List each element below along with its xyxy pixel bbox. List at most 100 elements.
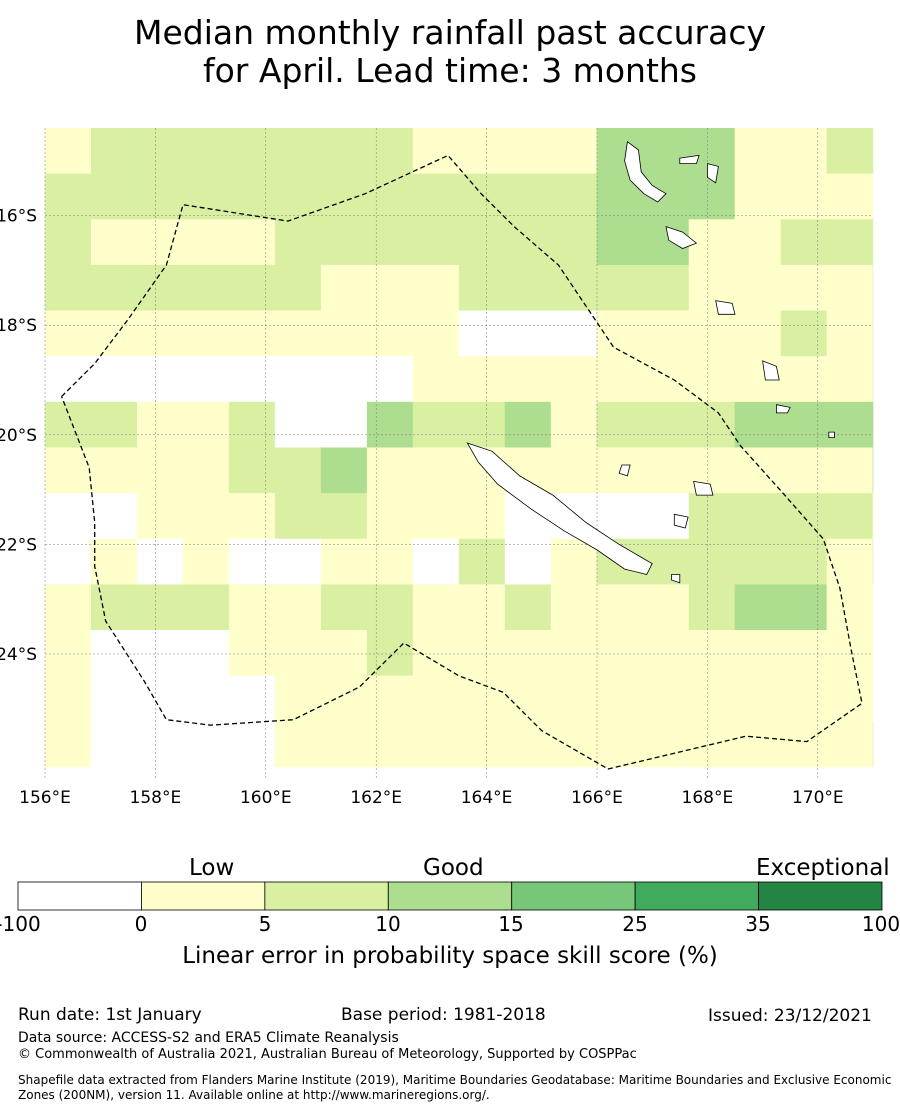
- longitude-label: 164°E: [461, 788, 513, 808]
- skill-cell: [504, 310, 552, 357]
- skill-cell: [274, 447, 322, 494]
- skill-cell: [826, 584, 873, 631]
- skill-cell: [550, 356, 598, 403]
- colorbar-tick: 100: [861, 912, 900, 936]
- skill-cell: [136, 173, 184, 220]
- skill-cell: [412, 721, 460, 768]
- skill-cell: [45, 630, 92, 676]
- skill-cell: [642, 401, 690, 448]
- skill-cell: [734, 310, 782, 357]
- skill-cell: [826, 219, 873, 266]
- skill-cell: [642, 584, 690, 631]
- colorbar-tick: 25: [622, 912, 648, 936]
- colorbar-tick: 15: [498, 912, 524, 936]
- skill-cell: [136, 630, 184, 676]
- skill-cell: [688, 310, 736, 357]
- skill-cell: [826, 675, 873, 722]
- skill-cell: [228, 675, 276, 722]
- skill-cell: [780, 447, 827, 494]
- colorbar-swatch: [141, 881, 266, 911]
- skill-cell: [182, 310, 230, 357]
- colorbar-swatch: [387, 881, 513, 911]
- skill-cell: [550, 447, 598, 494]
- skill-cell: [550, 264, 598, 311]
- skill-cell: [872, 173, 874, 220]
- skill-cell: [136, 721, 184, 768]
- skill-cell: [826, 128, 873, 174]
- skill-cell: [182, 675, 230, 722]
- skill-cell: [734, 630, 782, 676]
- longitude-labels: 156°E 158°E 160°E 162°E 164°E 166°E 168°E 170°E: [19, 788, 844, 808]
- skill-cell: [780, 538, 827, 585]
- skill-cell: [458, 264, 506, 311]
- shapefile-credit-line-2: Zones (200NM), version 11. Available onl…: [18, 1088, 490, 1102]
- skill-cell: [504, 173, 552, 220]
- copyright: © Commonwealth of Australia 2021, Austra…: [18, 1047, 637, 1062]
- skill-cell: [688, 356, 736, 403]
- skill-cell: [182, 128, 230, 174]
- skill-cell: [458, 675, 506, 722]
- latitude-label: 24°S: [0, 645, 37, 665]
- skill-cell: [550, 401, 598, 448]
- skill-cell: [826, 447, 873, 494]
- skill-cell: [45, 493, 92, 540]
- skill-cell: [780, 584, 827, 631]
- skill-cell: [90, 675, 138, 722]
- skill-cell: [320, 264, 368, 311]
- skill-cell: [182, 538, 230, 585]
- map-title: Median monthly rainfall past accuracy fo…: [0, 14, 900, 90]
- skill-cell: [136, 493, 184, 540]
- skill-cell: [688, 401, 736, 448]
- skill-cell: [550, 584, 598, 631]
- skill-cell: [320, 675, 368, 722]
- skill-cell: [504, 584, 552, 631]
- skill-cell: [780, 356, 827, 403]
- skill-cell: [228, 584, 276, 631]
- skill-cell: [642, 721, 690, 768]
- skill-cell: [320, 584, 368, 631]
- skill-cell: [596, 401, 644, 448]
- skill-cell: [366, 447, 414, 494]
- skill-cell: [45, 356, 92, 403]
- skill-cell: [826, 173, 873, 220]
- skill-cell: [366, 264, 414, 311]
- colorbar-swatch: [264, 881, 389, 911]
- skill-cell: [412, 356, 460, 403]
- colorbar-tick: 35: [745, 912, 771, 936]
- skill-cell: [872, 538, 874, 585]
- skill-cell: [182, 721, 230, 768]
- data-source: Data source: ACCESS-S2 and ERA5 Climate …: [18, 1030, 399, 1046]
- skill-cell: [274, 721, 322, 768]
- latitude-labels: 16°S 18°S 20°S 22°S 24°S: [0, 207, 37, 665]
- skill-cell: [826, 538, 873, 585]
- skill-cell: [228, 310, 276, 357]
- ouvea-island: [618, 464, 631, 477]
- skill-cell: [45, 264, 92, 311]
- skill-cell: [412, 584, 460, 631]
- mare-island: [673, 513, 689, 529]
- skill-cell: [780, 219, 827, 266]
- skill-cell: [90, 721, 138, 768]
- skill-cell: [826, 264, 873, 311]
- title-line-2: for April. Lead time: 3 months: [203, 51, 697, 90]
- skill-cell: [458, 173, 506, 220]
- skill-cell: [688, 173, 736, 220]
- skill-cell: [550, 675, 598, 722]
- skill-cell: [136, 447, 184, 494]
- skill-cell: [274, 264, 322, 311]
- skill-cell: [780, 493, 827, 540]
- skill-cell: [182, 219, 230, 266]
- skill-cell: [45, 675, 92, 722]
- skill-cell: [826, 356, 873, 403]
- espiritu-santo-island: [624, 140, 667, 203]
- skill-cell: [274, 401, 322, 448]
- small-island: [828, 431, 835, 438]
- skill-cell: [366, 584, 414, 631]
- colorbar-swatch: [634, 881, 759, 911]
- skill-cell: [550, 128, 598, 174]
- colorbar-label-good: Good: [423, 855, 484, 881]
- skill-cell: [90, 173, 138, 220]
- skill-cell: [366, 538, 414, 585]
- skill-cell: [872, 264, 874, 311]
- skill-cell: [182, 173, 230, 220]
